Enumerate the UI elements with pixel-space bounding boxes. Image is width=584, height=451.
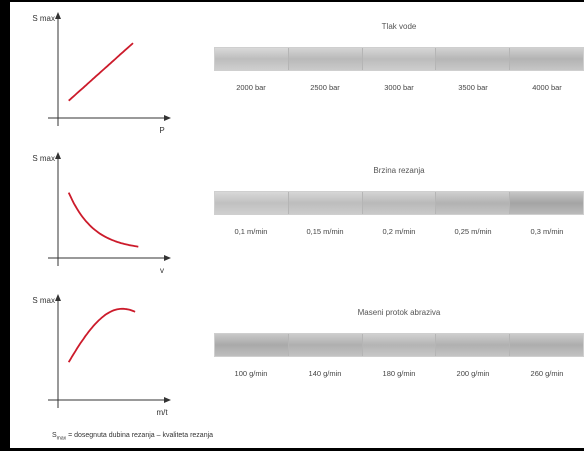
strip-segment xyxy=(288,48,363,70)
footnote-subscript: max xyxy=(56,435,67,442)
sample-strip-abrasive-flow xyxy=(214,333,584,357)
y-axis-label: S max xyxy=(32,14,55,23)
tick-labels-cutting-speed: 0,1 m/min 0,15 m/min 0,2 m/min 0,25 m/mi… xyxy=(214,227,584,236)
x-axis-label: m/t xyxy=(156,408,168,417)
tick-labels-water-pressure: 2000 bar 2500 bar 3000 bar 3500 bar 4000… xyxy=(214,83,584,92)
sample-strip-water-pressure xyxy=(214,47,584,71)
y-axis-arrow xyxy=(55,294,61,301)
footnote: Smax = dosegnuta dubina rezanja – kvalit… xyxy=(52,432,213,441)
x-axis-arrow xyxy=(164,397,171,403)
footnote-symbol: S xyxy=(52,432,57,439)
curve-line xyxy=(67,307,136,363)
strip-segment xyxy=(288,334,363,356)
x-axis-arrow xyxy=(164,255,171,261)
tick-label: 2000 bar xyxy=(236,83,266,92)
tick-labels-abrasive-flow: 100 g/min 140 g/min 180 g/min 200 g/min … xyxy=(214,369,584,378)
strip-segment xyxy=(510,192,583,214)
y-axis-arrow xyxy=(55,152,61,159)
x-axis-label: P xyxy=(159,126,164,135)
x-axis-arrow xyxy=(164,115,171,121)
sample-strip-cutting-speed xyxy=(214,191,584,215)
tick-label: 0,1 m/min xyxy=(234,227,268,236)
strip-segment xyxy=(436,334,511,356)
panel-title-water-pressure: Tlak vode xyxy=(381,22,417,31)
strip-segment xyxy=(362,334,437,356)
strip-segment xyxy=(215,192,289,214)
strip-segment xyxy=(436,48,511,70)
panel-title-abrasive-flow: Maseni protok abraziva xyxy=(357,308,441,317)
tick-label: 0,3 m/min xyxy=(530,227,564,236)
tick-label: 260 g/min xyxy=(530,369,564,378)
strip-segment xyxy=(215,334,289,356)
tick-label: 0,25 m/min xyxy=(454,227,492,236)
x-axis-label: v xyxy=(160,266,164,275)
strip-segment xyxy=(362,192,437,214)
panel-title-cutting-speed: Brzina rezanja xyxy=(373,166,425,175)
strip-segment xyxy=(510,48,583,70)
y-axis-label: S max xyxy=(32,296,55,305)
strip-segment xyxy=(288,192,363,214)
strip-segment xyxy=(362,48,437,70)
tick-label: 3500 bar xyxy=(458,83,488,92)
curve-line xyxy=(68,42,134,102)
tick-label: 3000 bar xyxy=(384,83,414,92)
strip-segment xyxy=(436,192,511,214)
y-axis-label: S max xyxy=(32,154,55,163)
tick-label: 100 g/min xyxy=(234,369,268,378)
tick-label: 0,2 m/min xyxy=(382,227,416,236)
curve-line xyxy=(67,192,139,248)
footnote-text: = dosegnuta dubina rezanja – kvaliteta r… xyxy=(66,432,214,439)
tick-label: 0,15 m/min xyxy=(306,227,344,236)
strip-segment xyxy=(510,334,583,356)
tick-label: 2500 bar xyxy=(310,83,340,92)
tick-label: 180 g/min xyxy=(382,369,416,378)
y-axis-arrow xyxy=(55,12,61,19)
tick-label: 4000 bar xyxy=(532,83,562,92)
strip-segment xyxy=(215,48,289,70)
tick-label: 140 g/min xyxy=(308,369,342,378)
tick-label: 200 g/min xyxy=(456,369,490,378)
